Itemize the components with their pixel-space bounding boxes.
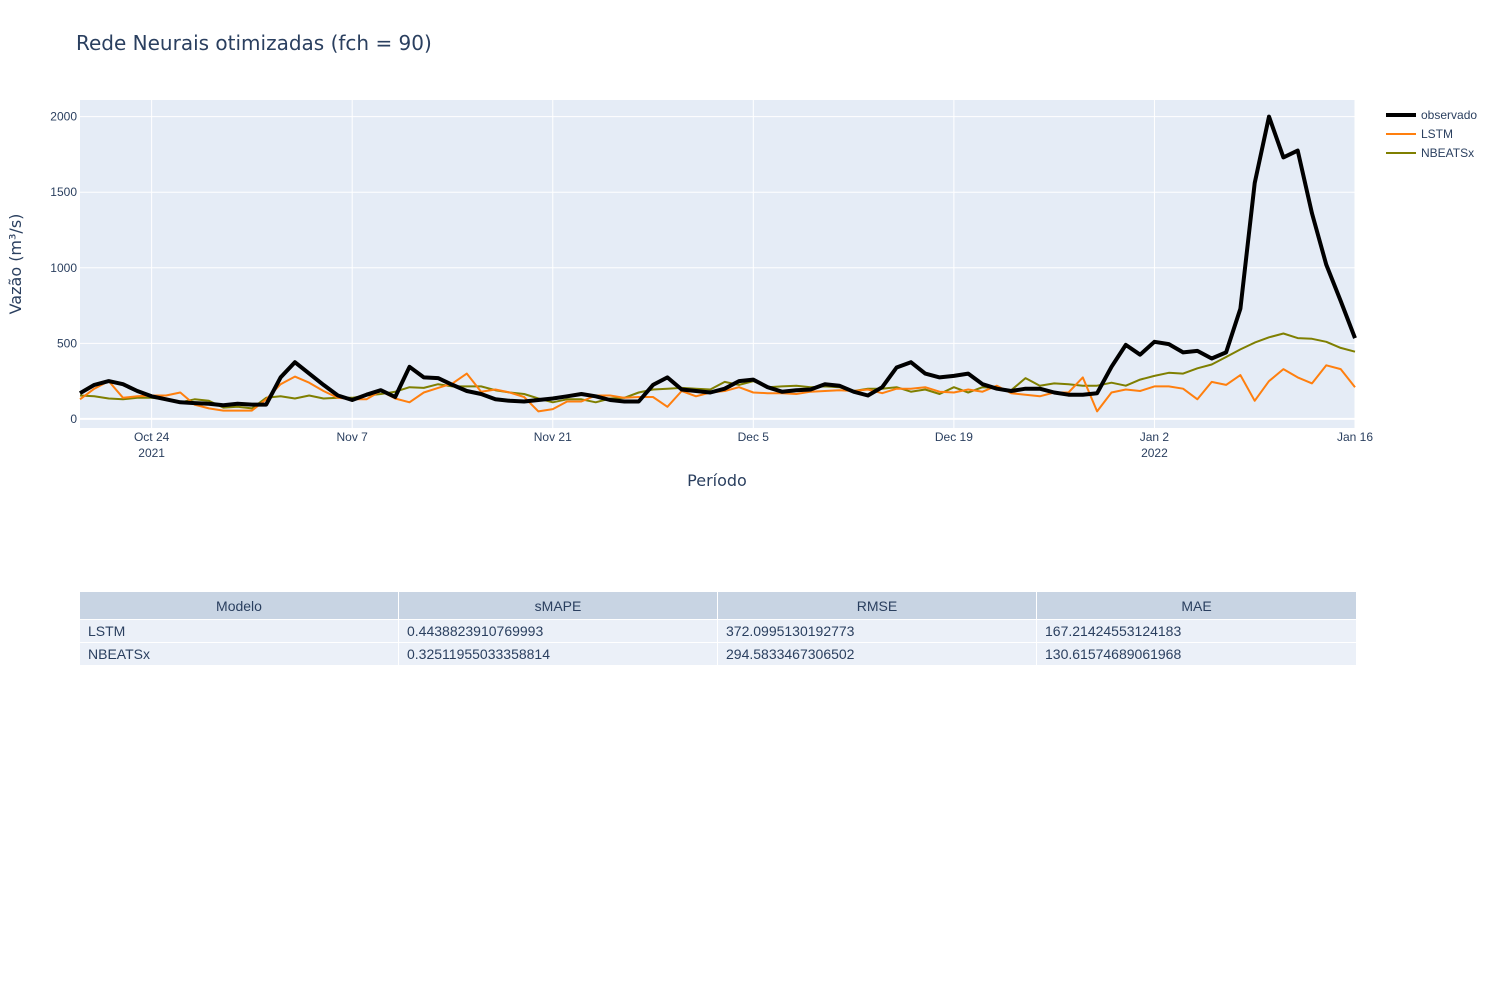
y-tick-label: 1500 [50, 185, 77, 199]
x-tick-label: Oct 24 [134, 430, 170, 444]
x-axis-ticks: Oct 24 2021 Nov 7 Nov 21 Dec 5 Dec 19 Jan 2 202… [134, 430, 1373, 460]
x-tick-label: Nov 21 [534, 430, 572, 444]
cell-smape: 0.4438823910769993 [399, 620, 718, 643]
legend-label-observado: observado [1421, 108, 1477, 122]
header-rmse: RMSE [718, 592, 1037, 620]
table-row: NBEATSx 0.32511955033358814 294.58334673… [80, 643, 1356, 666]
x-tick-label: Dec 19 [935, 430, 973, 444]
x-axis-title: Período [687, 471, 747, 490]
y-axis-title: Vazão (m³/s) [6, 214, 25, 315]
series-line-observado [78, 114, 1357, 408]
chart: Rede Neurais otimizadas (fch = 90) 0 500 1… [6, 31, 1477, 490]
cell-mae: 167.21424553124183 [1037, 620, 1356, 643]
header-mae: MAE [1037, 592, 1356, 620]
x-tick-year-label: 2021 [138, 446, 165, 460]
x-tick-label: Dec 5 [738, 430, 770, 444]
legend: observado LSTM NBEATSx [1386, 108, 1477, 160]
cell-rmse: 372.0995130192773 [718, 620, 1037, 643]
chart-title: Rede Neurais otimizadas (fch = 90) [76, 31, 432, 55]
series-line-nbeatsx [79, 332, 1356, 410]
cell-modelo: NBEATSx [80, 643, 399, 666]
grid [80, 100, 1356, 428]
x-tick-label: Jan 2 [1140, 430, 1170, 444]
legend-label-nbeatsx: NBEATSx [1421, 146, 1474, 160]
y-tick-label: 0 [70, 412, 77, 426]
x-tick-label: Jan 16 [1337, 430, 1373, 444]
y-tick-label: 1000 [50, 261, 77, 275]
cell-modelo: LSTM [80, 620, 399, 643]
legend-label-lstm: LSTM [1421, 127, 1453, 141]
cell-rmse: 294.5833467306502 [718, 643, 1037, 666]
plot-area [80, 100, 1355, 428]
y-axis-ticks: 0 500 1000 1500 2000 [50, 110, 77, 426]
x-tick-label: Nov 7 [337, 430, 369, 444]
table-header-row: Modelo sMAPE RMSE MAE [80, 592, 1356, 620]
header-modelo: Modelo [80, 592, 399, 620]
series [78, 114, 1357, 413]
table-row: LSTM 0.4438823910769993 372.099513019277… [80, 620, 1356, 643]
metrics-table: Modelo sMAPE RMSE MAE LSTM 0.44388239107… [80, 592, 1356, 666]
y-tick-label: 500 [57, 336, 77, 350]
cell-smape: 0.32511955033358814 [399, 643, 718, 666]
y-tick-label: 2000 [50, 110, 77, 124]
cell-mae: 130.61574689061968 [1037, 643, 1356, 666]
x-tick-year-label: 2022 [1141, 446, 1168, 460]
header-smape: sMAPE [399, 592, 718, 620]
